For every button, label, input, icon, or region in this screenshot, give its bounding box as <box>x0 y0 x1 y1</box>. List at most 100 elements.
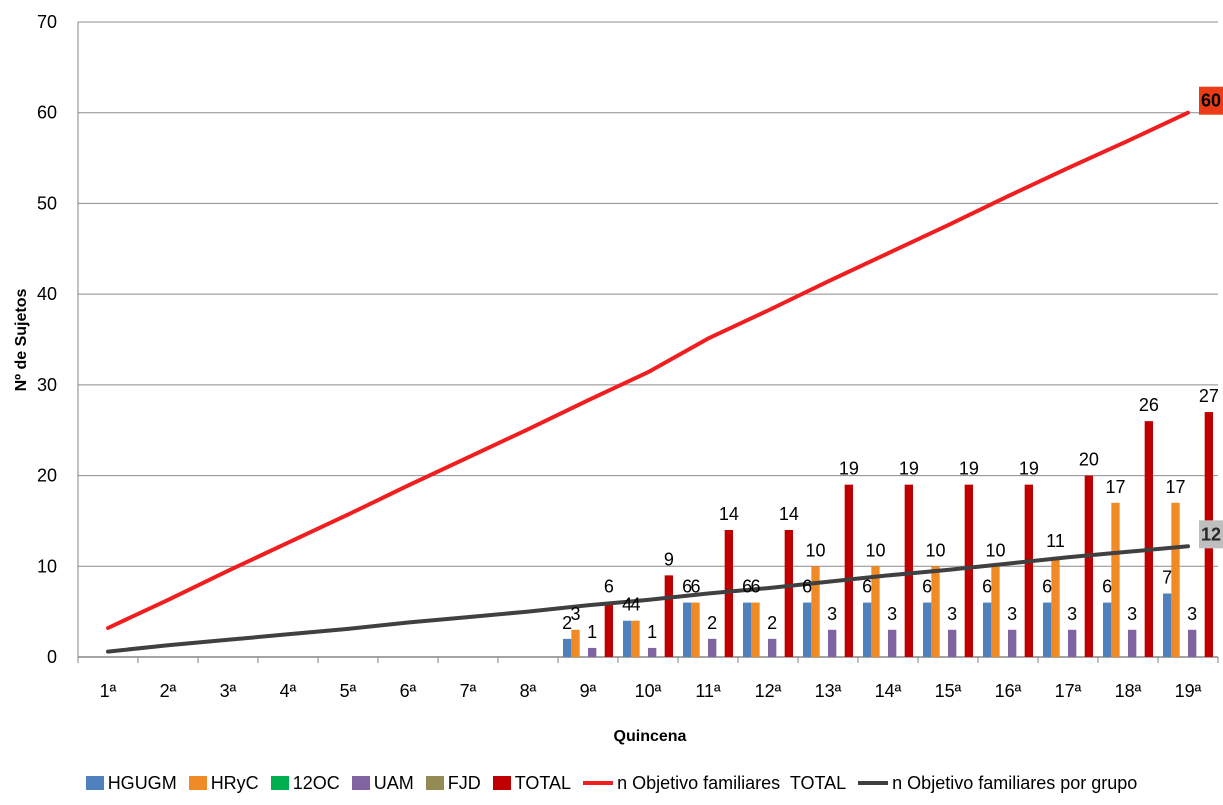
bar-label-hgugm: 6 <box>1042 577 1052 597</box>
bar-total <box>904 484 913 657</box>
bar-hgugm <box>983 602 992 657</box>
bar-label-total: 9 <box>664 549 674 569</box>
legend-item-total: TOTAL <box>492 772 572 794</box>
point-n-objetivo-familiares-por-grupo <box>646 598 650 602</box>
bar-total <box>664 575 673 657</box>
bar-label-total: 20 <box>1079 450 1099 470</box>
y-tick-label: 60 <box>37 103 57 123</box>
bar-label-uam: 1 <box>647 622 657 642</box>
end-label-n-objetivo-familiares-por-grupo: 12 <box>1201 524 1221 544</box>
bar-label-total: 6 <box>604 577 614 597</box>
bar-hryc <box>811 566 820 657</box>
bar-uam <box>828 629 837 657</box>
bar-label-hryc: 3 <box>570 604 580 624</box>
bar-label-hgugm: 6 <box>682 577 692 597</box>
bar-hgugm <box>923 602 932 657</box>
bar-label-total: 19 <box>899 459 919 479</box>
bar-label-uam: 3 <box>887 604 897 624</box>
bar-label-uam: 2 <box>707 613 717 633</box>
point-n-objetivo-familiares-por-grupo <box>466 615 470 619</box>
bar-hryc <box>991 566 1000 657</box>
bar-label-uam: 3 <box>947 604 957 624</box>
x-tick-label: 8ª <box>520 681 537 701</box>
x-tick-label: 5ª <box>340 681 357 701</box>
point-n-objetivo-familiares-por-grupo <box>406 621 410 625</box>
bar-hryc <box>691 602 700 657</box>
legend-label-n-objetivo-familiares-total: n Objetivo familiares TOTAL <box>617 772 847 793</box>
bar-label-hryc: 10 <box>985 540 1005 560</box>
bar-hryc <box>631 620 640 657</box>
bar-hgugm <box>743 602 752 657</box>
point-n-objetivo-familiares-total <box>1186 111 1190 115</box>
bar-hgugm <box>1043 602 1052 657</box>
legend-label-n-objetivo-familiares-por-grupo: n Objetivo familiares por grupo <box>892 772 1138 793</box>
x-tick-labels: 1ª 2ª 3ª 4ª 5ª 6ª 7ª 8ª 9ª 10ª 11ª 12ª 13ª 14ª 15ª 16ª 1… <box>100 681 1202 701</box>
line-n-objetivo-familiares-total <box>106 110 1190 630</box>
bar-label-uam: 3 <box>1067 604 1077 624</box>
bar-hryc <box>1051 557 1060 657</box>
point-n-objetivo-familiares-total <box>226 569 230 573</box>
point-n-objetivo-familiares-total <box>406 484 410 488</box>
legend-item-hgugm: HGUGM <box>85 773 177 794</box>
legend-label-uam: UAM <box>373 772 414 793</box>
point-n-objetivo-familiares-total <box>646 370 650 374</box>
bar-total <box>784 530 793 657</box>
y-tick-label: 10 <box>37 556 57 576</box>
end-label-box-n-objetivo-familiares-total <box>1199 86 1223 115</box>
bar-label-uam: 3 <box>827 604 837 624</box>
legend-item-n-objetivo-familiares-por-grupo: n Objetivo familiares por grupo <box>858 773 1137 794</box>
bar-label-total: 27 <box>1199 386 1219 406</box>
x-tick-label: 12ª <box>755 681 782 701</box>
y-tick-label: 50 <box>37 193 57 213</box>
point-n-objetivo-familiares-por-grupo <box>826 580 830 584</box>
x-tick-label: 1ª <box>100 681 117 701</box>
bar-label-total: 14 <box>779 504 799 524</box>
bar-uam <box>1008 629 1017 657</box>
bar-hgugm <box>1163 593 1172 657</box>
x-tick-label: 15ª <box>935 681 962 701</box>
point-n-objetivo-familiares-por-grupo <box>1006 562 1010 566</box>
bar-label-hryc: 4 <box>630 595 640 615</box>
point-n-objetivo-familiares-total <box>466 455 470 459</box>
bar-total <box>1024 484 1033 657</box>
x-tick-label: 10ª <box>635 681 662 701</box>
bar-hgugm <box>563 638 572 657</box>
point-n-objetivo-familiares-total <box>706 337 710 341</box>
x-tick-label: 7ª <box>460 681 477 701</box>
legend: HGUGM HRyC 12OC UAM FJD TOTAL n Objetivo famil… <box>0 770 1223 796</box>
x-axis-title: Quincena <box>614 728 687 745</box>
bar-label-hgugm: 4 <box>622 595 632 615</box>
bar-label-hgugm: 6 <box>742 577 752 597</box>
legend-swatch-12oc <box>270 776 289 790</box>
bar-uam <box>1188 629 1197 657</box>
x-tick-label: 11ª <box>695 681 721 701</box>
point-n-objetivo-familiares-total <box>766 308 770 312</box>
point-n-objetivo-familiares-por-grupo <box>1066 555 1070 559</box>
point-n-objetivo-familiares-por-grupo <box>166 643 170 647</box>
bar-label-hryc: 17 <box>1165 477 1185 497</box>
point-n-objetivo-familiares-por-grupo <box>706 592 710 596</box>
y-tick-label: 20 <box>37 466 57 486</box>
point-n-objetivo-familiares-total <box>1006 194 1010 198</box>
x-tick-label: 3ª <box>220 681 237 701</box>
legend-swatch-n-objetivo-familiares-total <box>583 781 614 785</box>
bar-label-hgugm: 7 <box>1162 568 1172 588</box>
bar-hryc <box>571 629 580 657</box>
bar-uam <box>768 638 777 657</box>
legend-item-hryc: HRyC <box>188 773 259 794</box>
bar-label-uam: 3 <box>1007 604 1017 624</box>
point-n-objetivo-familiares-por-grupo <box>286 632 290 636</box>
point-n-objetivo-familiares-por-grupo <box>586 603 590 607</box>
bar-label-hgugm: 6 <box>982 577 992 597</box>
point-n-objetivo-familiares-por-grupo <box>106 650 110 654</box>
point-n-objetivo-familiares-por-grupo <box>766 586 770 590</box>
point-n-objetivo-familiares-total <box>346 513 350 517</box>
legend-swatch-uam <box>351 776 370 790</box>
bar-label-hryc: 6 <box>690 577 700 597</box>
point-n-objetivo-familiares-total <box>166 598 170 602</box>
legend-swatch-total <box>492 776 511 790</box>
x-tick-label: 17ª <box>1055 681 1082 701</box>
series-lines <box>106 110 1190 654</box>
legend-label-total: TOTAL <box>514 772 572 793</box>
